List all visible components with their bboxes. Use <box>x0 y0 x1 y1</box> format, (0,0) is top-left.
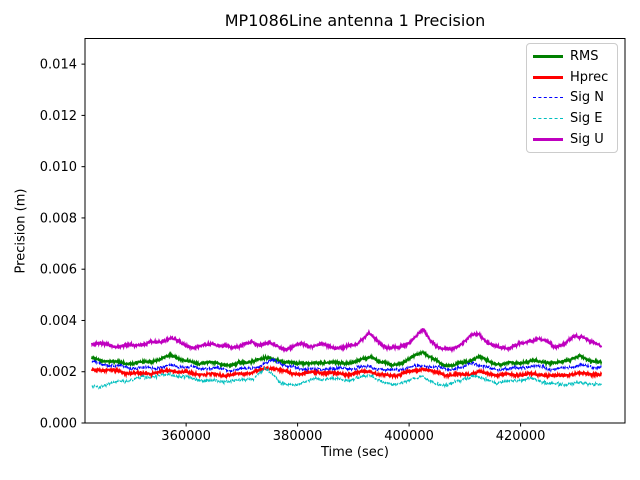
y-tick-label: 0.012 <box>40 109 77 124</box>
legend-item-sig-n: Sig N <box>533 88 611 109</box>
legend-item-rms: RMS <box>533 46 611 67</box>
chart-title: MP1086Line antenna 1 Precision <box>224 11 486 30</box>
series-line-rms <box>91 349 603 370</box>
legend-item-sig-e: Sig E <box>533 108 611 129</box>
legend-line-sample-rms <box>533 54 563 58</box>
legend-label-rms: RMS <box>570 48 599 64</box>
y-tick-label: 0.002 <box>40 365 77 380</box>
legend-item-sig-u: Sig U <box>533 129 611 150</box>
x-axis-label: Time (sec) <box>320 445 389 460</box>
series-line-sig-n <box>91 357 602 374</box>
y-tick-label: 0.008 <box>40 211 77 226</box>
y-tick-label: 0.010 <box>40 160 77 175</box>
x-tick-label: 400000 <box>384 429 434 444</box>
series-line-sig-e <box>91 366 602 390</box>
legend-line-sample-sig-n <box>533 97 563 99</box>
x-tick-label: 420000 <box>496 429 546 444</box>
x-tick-label: 380000 <box>273 429 323 444</box>
legend-line-sample-hprec <box>533 75 563 79</box>
legend-label-sig-e: Sig E <box>570 111 603 127</box>
axis-ticks <box>81 63 522 427</box>
y-tick-label: 0.000 <box>40 417 77 432</box>
y-tick-label: 0.006 <box>40 263 77 278</box>
legend-label-hprec: Hprec <box>570 69 609 85</box>
legend: RMS Hprec Sig N Sig E Sig U <box>526 43 618 153</box>
legend-label-sig-n: Sig N <box>570 90 604 106</box>
series-line-sig-u <box>91 328 603 354</box>
y-axis-label: Precision (m) <box>13 188 29 274</box>
legend-line-sample-sig-e <box>533 118 563 120</box>
axis-tick-labels: 360000 380000 400000 420000 0.000 0.002 0.004 0… <box>40 58 546 444</box>
legend-label-sig-u: Sig U <box>570 132 604 148</box>
x-tick-label: 360000 <box>161 429 211 444</box>
legend-line-sample-sig-u <box>533 138 563 142</box>
y-tick-label: 0.004 <box>40 314 77 329</box>
data-lines <box>91 328 603 390</box>
legend-item-hprec: Hprec <box>533 67 611 88</box>
series-line-hprec <box>91 365 603 380</box>
axes-spines <box>84 38 626 424</box>
y-tick-label: 0.014 <box>40 58 77 73</box>
